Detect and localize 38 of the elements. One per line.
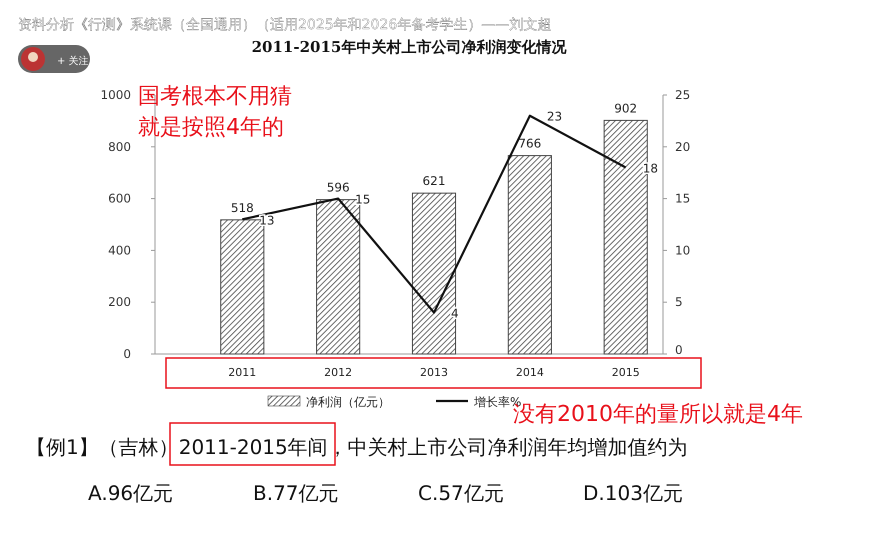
y2-tick-label: 25 — [675, 88, 690, 102]
annotation: 就是按照4年的 — [138, 115, 284, 140]
data-label: 596 — [326, 180, 350, 195]
y2-tick-label: 5 — [675, 295, 683, 310]
text: D.103亿元 — [583, 481, 683, 505]
y-tick-label: 0 — [123, 347, 131, 361]
annotation: 国考根本不用猜 — [138, 84, 292, 109]
y2-tick-label: 0 — [675, 343, 683, 357]
data-label: 766 — [518, 136, 542, 151]
y-tick-label: 200 — [108, 295, 131, 310]
x-tick-label: 2012 — [324, 366, 352, 379]
data-label: 621 — [422, 174, 446, 188]
x-tick-label: 2014 — [516, 366, 544, 379]
y-tick-label: 400 — [108, 243, 131, 258]
data-label: 23 — [546, 110, 562, 124]
text: + 关注 — [57, 55, 89, 67]
data-label: 13 — [259, 213, 275, 228]
y-tick-label: 600 — [108, 192, 131, 206]
chart-title: 2011-2015年中关村上市公司净利润变化情况 — [252, 38, 568, 56]
y2-tick-label: 20 — [675, 140, 690, 154]
text: C.57亿元 — [418, 481, 504, 505]
y2-tick-label: 15 — [675, 192, 690, 206]
text: 【例1】（吉林）2011-2015年间，中关村上市公司净利润年均增加值约为 — [26, 435, 688, 459]
bar — [412, 192, 456, 354]
x-tick-label: 2015 — [612, 366, 640, 379]
y2-tick-label: 10 — [675, 243, 690, 258]
legend-label: 净利润（亿元） — [306, 395, 390, 409]
y-tick-label: 1000 — [100, 88, 131, 102]
bar — [508, 155, 552, 354]
text: B.77亿元 — [253, 481, 339, 505]
text: 资料分析《行测》系统课（全国通用）（适用2025年和2026年备考学生）——刘文超 — [18, 17, 552, 33]
x-tick-label: 2013 — [420, 366, 448, 379]
x-tick-label: 2011 — [228, 366, 256, 379]
y-tick-label: 800 — [108, 140, 131, 154]
data-label: 902 — [614, 101, 638, 116]
data-label: 518 — [230, 200, 254, 215]
data-label: 15 — [355, 192, 370, 207]
text: A.96亿元 — [88, 481, 174, 505]
